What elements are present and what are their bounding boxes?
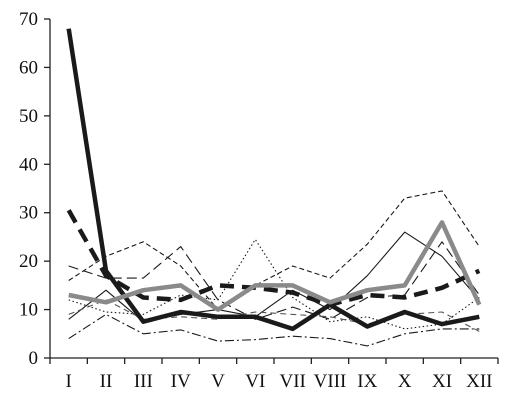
x-tick-label: VII	[279, 371, 305, 392]
y-tick-label: 50	[19, 106, 38, 127]
x-tick-label: VIII	[314, 371, 347, 392]
y-tick-label: 10	[19, 300, 38, 321]
series-lines	[66, 28, 482, 347]
x-tick-label: I	[66, 371, 72, 392]
x-tick-label: IX	[357, 371, 377, 392]
x-tick-label: X	[398, 371, 412, 392]
x-tick-label: III	[134, 371, 153, 392]
series-line-1	[66, 28, 480, 332]
x-tick-label: VI	[245, 371, 265, 392]
x-axis: I II III IV V VI VII VIII IX X XI XII	[49, 357, 499, 392]
x-tick-label: V	[211, 371, 225, 392]
x-tick-label: IV	[171, 371, 191, 392]
series-line-7	[68, 238, 480, 330]
x-tick-label: XI	[432, 371, 452, 392]
y-tick-label: 40	[19, 154, 38, 175]
series-line-4	[68, 190, 480, 311]
y-tick-label: 70	[19, 9, 38, 30]
series-line-3	[68, 220, 482, 312]
y-tick-label: 20	[19, 251, 38, 272]
y-tick-label: 60	[19, 57, 38, 78]
y-axis: 0 10 20 30 40 50 60 70	[19, 9, 51, 369]
x-tick-label: XII	[466, 371, 492, 392]
x-tick-label: II	[100, 371, 113, 392]
series-line-8	[68, 313, 480, 347]
y-tick-label: 0	[29, 348, 39, 369]
series-line-2	[66, 209, 481, 307]
y-tick-label: 30	[19, 203, 38, 224]
